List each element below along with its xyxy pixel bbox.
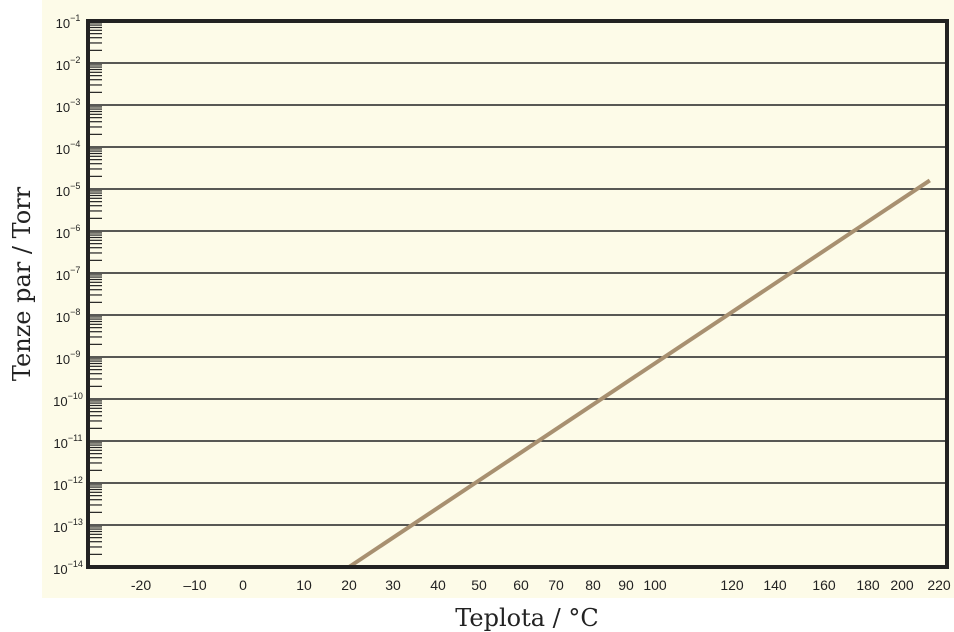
x-axis-title: Teplota / °C [455, 604, 599, 632]
x-tick-label: 10 [296, 577, 312, 593]
y-tick-label: 10−9 [56, 349, 81, 367]
x-tick-label: 180 [856, 577, 880, 593]
series-line [347, 178, 931, 569]
x-tick-label: 200 [890, 577, 914, 593]
y-axis-title: Tenze par / Torr [8, 186, 36, 381]
y-tick-label: 10−14 [53, 559, 83, 577]
x-tick-label: 0 [239, 577, 247, 593]
y-tick-label: 10−13 [53, 517, 83, 535]
x-tick-label: 30 [385, 577, 401, 593]
x-tick-label: 160 [812, 577, 836, 593]
y-tick-label: 10−12 [53, 475, 83, 493]
x-tick-label: –10 [183, 577, 207, 593]
x-tick-label: 40 [430, 577, 446, 593]
y-tick-label: 10−10 [53, 391, 83, 409]
chart-background [42, 0, 954, 598]
y-tick-label: 10−4 [56, 139, 81, 157]
y-tick-label: 10−1 [56, 13, 81, 31]
plot-frame [86, 19, 949, 569]
x-tick-label: 50 [471, 577, 487, 593]
y-tick-label: 10−6 [56, 223, 81, 241]
x-tick-label: 80 [585, 577, 601, 593]
x-tick-label: 100 [643, 577, 667, 593]
x-tick-label: 140 [763, 577, 787, 593]
x-tick-labels: -20 –10 0 10 20 30 40 50 60 70 80 90 100 120 140 160 180… [131, 577, 951, 593]
x-tick-label: 20 [341, 577, 357, 593]
y-tick-label: 10−8 [56, 307, 81, 325]
x-tick-label: 60 [513, 577, 529, 593]
series-layer [347, 178, 931, 569]
minor-ticks [88, 22, 102, 555]
y-tick-label: 10−11 [53, 433, 82, 451]
x-tick-label: -20 [131, 577, 151, 593]
x-tick-label: 120 [720, 577, 744, 593]
y-tick-label: 10−2 [56, 55, 81, 73]
y-tick-label: 10−3 [56, 97, 81, 115]
x-tick-label: 90 [618, 577, 634, 593]
gridlines [88, 62, 947, 526]
y-tick-label: 10−5 [56, 181, 81, 199]
y-tick-labels: 10−14 10−13 10−12 10−11 10−10 10−9 10−8 10−7 10−… [53, 13, 83, 577]
x-tick-label: 220 [927, 577, 951, 593]
x-tick-label: 70 [548, 577, 564, 593]
y-tick-label: 10−7 [56, 265, 81, 283]
